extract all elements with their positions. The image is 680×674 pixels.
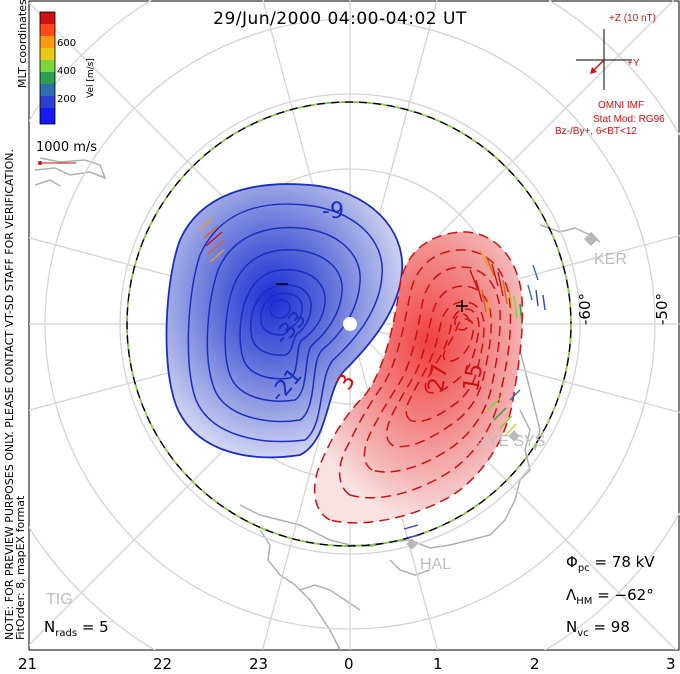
imf-source: OMNI IMF — [598, 100, 644, 111]
mlt-label-23: 23 — [249, 655, 269, 673]
velocity-vectors — [199, 217, 546, 539]
nrads-symbol: N — [44, 618, 56, 636]
contour-label-pos-1: 3 — [332, 370, 361, 395]
station-markers — [406, 231, 599, 550]
contour-label-neg-1: -9 — [322, 199, 344, 224]
nvc-subscript: vc — [577, 628, 589, 639]
coordinates-label: MLT coordinates — [16, 0, 29, 88]
nvc-value: = 98 — [593, 618, 630, 636]
radar-count: Nrads = 5 — [44, 618, 109, 639]
mlt-label-22: 22 — [153, 655, 173, 673]
mlt-label-2: 2 — [530, 655, 540, 673]
hm-boundary-dashes — [126, 101, 572, 547]
station-label-tig: TIG — [46, 591, 73, 608]
latitude-label-60: -60° — [576, 293, 594, 325]
map-title: 29/Jun/2000 04:00-04:02 UT — [213, 9, 467, 29]
imf-z-label: +Z (10 nT) — [609, 13, 656, 24]
fit-order-note: FitOrder: 8, mapEX format — [14, 495, 27, 640]
mlt-label-21: 21 — [18, 655, 38, 673]
station-label-hal: HAL — [420, 556, 451, 573]
colorbar-tick-400: 400 — [57, 66, 76, 77]
mlt-label-1: 1 — [433, 655, 443, 673]
phi-symbol: Φ — [566, 553, 578, 571]
max-potential-marker — [456, 300, 468, 312]
mlt-label-0: 0 — [344, 655, 354, 673]
contour-label-pos-2: 27 — [424, 362, 453, 394]
negative-potential-cell — [165, 183, 403, 459]
vector-count: Nvc = 98 — [566, 618, 630, 639]
colorbar-tick-600: 600 — [57, 38, 76, 49]
mlt-label-3: 3 — [666, 655, 676, 673]
pole-marker — [343, 317, 357, 331]
cross-polar-potential: Φpc = 78 kV — [566, 553, 655, 574]
station-label-ker: KER — [594, 251, 627, 268]
hm-latitude: ΛHM = −62° — [566, 586, 654, 607]
station-label-sye-sys: SYE SYS — [477, 433, 545, 450]
positive-potential-cell — [313, 231, 524, 524]
phi-value: = 78 kV — [594, 553, 655, 571]
preview-note: NOTE: FOR PREVIEW PURPOSES ONLY. PLEASE … — [3, 149, 16, 640]
plot-frame — [28, 0, 680, 651]
nrads-value: = 5 — [81, 618, 109, 636]
lambda-symbol: Λ — [566, 586, 577, 604]
imf-model: Stat Mod: RG96 — [593, 114, 665, 125]
lambda-subscript: HM — [576, 596, 593, 607]
contour-label-pos-3: 15 — [459, 362, 488, 394]
scale-vector: 1000 m/s — [36, 140, 97, 165]
lambda-value: = −62° — [597, 586, 654, 604]
scale-vector-label: 1000 m/s — [36, 140, 97, 155]
phi-subscript: pc — [577, 563, 590, 574]
colorbar-label: Vel [m/s] — [86, 58, 96, 98]
colorbar-tick-200: 200 — [57, 94, 76, 105]
nrads-subscript: rads — [55, 628, 78, 639]
imf-y-label: +Y — [627, 58, 640, 69]
imf-panel: +Z (10 nT) +Y OMNI IMF Stat Mod: RG96 Bz… — [555, 13, 665, 137]
latitude-label-50: -50° — [653, 293, 671, 325]
nvc-symbol: N — [566, 618, 578, 636]
imf-condition: Bz-/By+, 6<BT<12 — [555, 126, 637, 137]
colorbar: 600 400 200 Vel [m/s] MLT coordinates — [16, 0, 96, 125]
